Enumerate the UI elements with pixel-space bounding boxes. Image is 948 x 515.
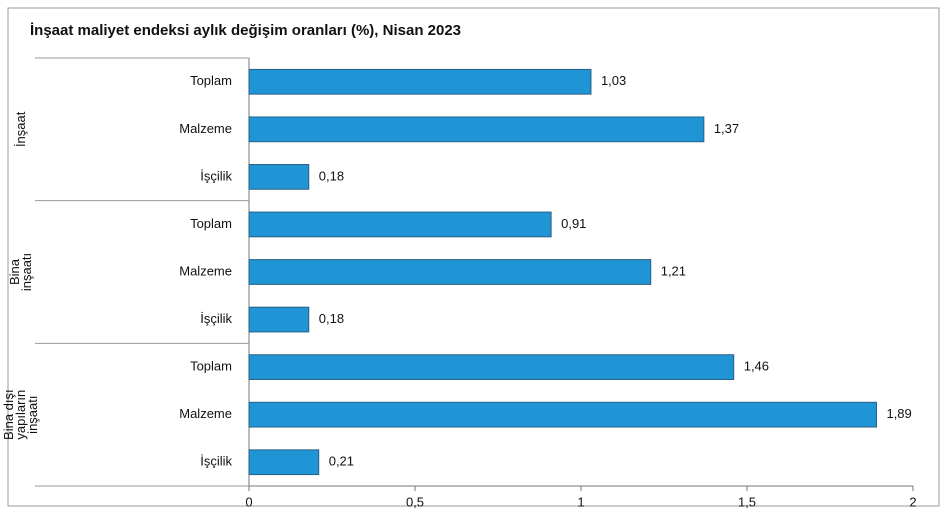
y-tick-label: Toplam [190,359,232,374]
bar [248,306,310,333]
group-label-line: Bina dışı [1,389,16,440]
x-tick-label: 0,5 [406,494,424,509]
group-label-line: İnşaat [13,111,28,147]
x-tick-label: 2 [909,494,916,509]
y-tick-label: İşçilik [200,168,232,183]
y-tick-label: Toplam [190,216,232,231]
data-label: 0,21 [329,454,354,469]
bar [248,164,310,190]
group-label-line: inşaatı [25,396,40,434]
bar [248,68,592,95]
x-tick-label: 1 [577,494,584,509]
bar [248,401,877,428]
bar [248,259,652,285]
bar [248,116,705,143]
bar [248,449,320,476]
data-label: 1,03 [601,73,626,88]
y-tick-label: İşçilik [200,311,232,326]
group-label: Binainşaatı [7,253,34,291]
group-label: İnşaat [13,111,28,147]
data-label: 1,21 [661,263,686,278]
group-label-line: yapıların [13,390,28,440]
data-label: 0,91 [561,216,586,231]
group-label: Bina dışıyapılarıninşaatı [1,389,40,440]
data-label: 1,46 [744,359,769,374]
chart-title: İnşaat maliyet endeksi aylık değişim ora… [30,22,461,39]
data-label: 0,18 [319,168,344,183]
y-tick-label: İşçilik [200,454,232,469]
data-label: 0,18 [319,311,344,326]
group-label-line: Bina [7,258,22,285]
y-tick-label: Malzeme [179,263,232,278]
y-tick-label: Malzeme [179,121,232,136]
x-tick-label: 1,5 [738,494,756,509]
bar [248,211,552,238]
data-label: 1,89 [886,406,911,421]
bar [248,354,735,380]
y-tick-label: Toplam [190,73,232,88]
y-tick-label: Malzeme [179,406,232,421]
group-label-line: inşaatı [19,253,34,291]
x-tick-label: 0 [245,494,252,509]
data-label: 1,37 [714,121,739,136]
